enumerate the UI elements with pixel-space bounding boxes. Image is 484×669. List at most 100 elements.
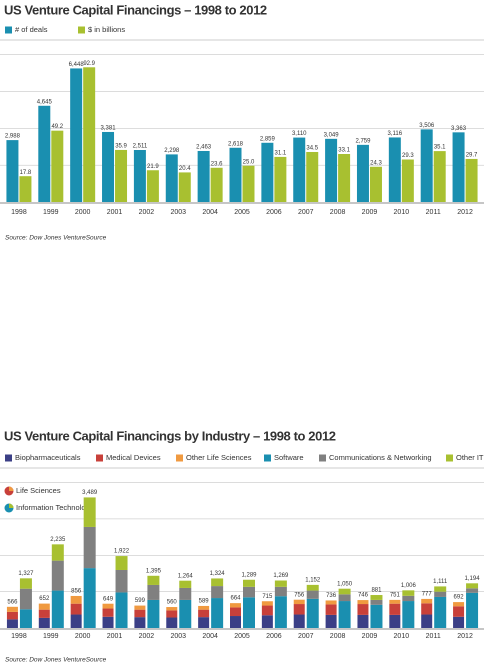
value-label: 2,463 <box>196 145 212 151</box>
bar <box>102 131 115 202</box>
bar-segment <box>261 605 273 616</box>
total-label: 2,235 <box>50 537 66 543</box>
value-label: 31.1 <box>275 150 287 156</box>
total-label: 736 <box>326 593 337 599</box>
x-tick-label: 1999 <box>43 209 59 216</box>
bar-segment <box>83 497 96 527</box>
legend-swatch <box>96 454 103 462</box>
bar <box>83 67 96 202</box>
bar-segment <box>19 588 32 610</box>
bar-segment <box>370 604 383 628</box>
legend-label: Biopharmaceuticals <box>15 453 81 462</box>
total-label: 1,324 <box>210 571 226 577</box>
total-label: 1,264 <box>178 573 194 579</box>
bar <box>306 151 319 202</box>
group-label: Information Technology <box>16 503 94 512</box>
bar-segment <box>421 598 433 604</box>
bar-segment <box>325 600 337 605</box>
bar-segment <box>402 590 415 596</box>
bar <box>70 68 83 202</box>
value-label: 35.1 <box>434 145 446 151</box>
bar-segment <box>293 614 305 628</box>
bar-segment <box>38 603 50 610</box>
bar <box>229 147 242 202</box>
bar-segment <box>115 556 128 570</box>
bar-segment <box>70 603 82 615</box>
bar <box>325 138 338 202</box>
legend-label: # of deals <box>15 25 48 34</box>
x-tick-label: 2009 <box>362 209 378 216</box>
bar <box>115 149 128 202</box>
bar <box>178 172 191 202</box>
bar-segment <box>274 586 287 597</box>
legend-swatch <box>78 26 85 34</box>
bar <box>38 105 51 202</box>
bar-segment <box>70 614 82 628</box>
source: Source: Dow Jones VentureSource <box>5 657 107 664</box>
total-label: 1,152 <box>305 577 321 583</box>
bar-segment <box>261 615 273 628</box>
total-label: 1,269 <box>273 573 289 579</box>
total-label: 589 <box>199 599 210 605</box>
bar-segment <box>102 608 114 617</box>
value-label: 3,110 <box>292 131 307 137</box>
group-icon <box>9 503 14 508</box>
total-label: 1,050 <box>337 581 353 587</box>
x-tick-label: 2012 <box>457 633 473 640</box>
bar <box>19 176 32 202</box>
bar-segment <box>211 598 224 628</box>
value-label: 92.9 <box>83 61 95 67</box>
chart-title: US Venture Capital Financings by Industr… <box>4 428 336 443</box>
total-label: 1,395 <box>146 568 162 574</box>
value-label: 23.6 <box>211 161 223 167</box>
value-label: 2,859 <box>260 136 276 142</box>
x-tick-label: 2012 <box>457 209 473 216</box>
value-label: 3,381 <box>101 126 117 132</box>
x-tick-label: 2004 <box>202 633 218 640</box>
bar-segment <box>370 595 383 600</box>
x-tick-label: 2001 <box>107 209 123 216</box>
value-label: 2,298 <box>164 148 180 154</box>
value-label: 25.0 <box>243 159 255 165</box>
total-label: 746 <box>358 593 369 599</box>
legend-label: $ in billions <box>88 25 125 34</box>
bar-segment <box>134 605 146 610</box>
bar <box>165 154 178 202</box>
bar-segment <box>421 603 433 615</box>
bar <box>242 165 255 202</box>
total-label: 751 <box>390 592 401 598</box>
x-tick-label: 2001 <box>107 633 123 640</box>
bar-segment <box>6 606 18 612</box>
value-label: 6,448 <box>69 62 85 68</box>
total-label: 649 <box>103 596 114 602</box>
x-tick-label: 2010 <box>394 209 410 216</box>
total-label: 1,194 <box>465 576 481 582</box>
legend-label: Medical Devices <box>106 453 161 462</box>
bar-segment <box>434 586 447 592</box>
x-tick-label: 2006 <box>266 633 282 640</box>
bar <box>146 170 159 202</box>
value-label: 29.7 <box>466 153 478 159</box>
bar-segment <box>211 586 224 599</box>
bar-segment <box>147 584 160 600</box>
bar-segment <box>261 601 273 606</box>
bar-segment <box>357 604 369 615</box>
bar-segment <box>293 599 305 605</box>
bar-segment <box>211 578 224 587</box>
bar-segment <box>389 603 401 615</box>
bar-segment <box>166 610 178 618</box>
bar <box>452 132 465 202</box>
bar-segment <box>179 599 192 628</box>
bar <box>51 130 64 202</box>
bar-segment <box>230 616 241 628</box>
bar-segment <box>402 601 415 628</box>
bar-segment <box>83 568 96 628</box>
bar <box>210 167 223 202</box>
total-label: 715 <box>262 594 273 600</box>
bar <box>6 140 19 202</box>
bar-segment <box>51 560 64 591</box>
legend-label: Other Life Sciences <box>186 453 252 462</box>
bar <box>133 149 146 202</box>
value-label: 2,511 <box>133 144 148 150</box>
